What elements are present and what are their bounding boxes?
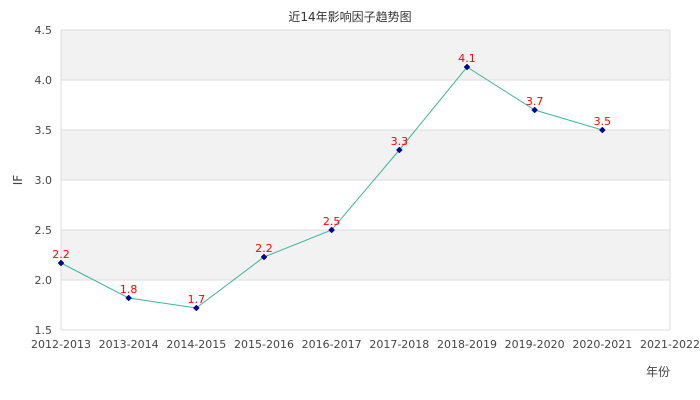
x-tick-label: 2015-2016 [234,338,294,351]
data-point-marker [260,253,268,261]
data-point-marker [328,226,336,234]
x-tick-label: 2020-2021 [572,338,632,351]
x-tick-label: 2012-2013 [31,338,91,351]
data-label: 2.5 [323,215,341,228]
x-tick-label: 2014-2015 [166,338,226,351]
data-label: 2.2 [52,248,70,261]
data-label: 1.8 [120,283,138,296]
x-axis-title: 年份 [646,365,670,379]
y-tick-label: 3.0 [35,174,53,187]
y-tick-label: 2.5 [35,224,53,237]
data-point-marker [531,106,539,114]
data-point-marker [57,259,65,267]
y-tick-label: 3.5 [35,124,53,137]
y-tick-label: 1.5 [35,324,53,337]
data-point-marker [598,126,606,134]
data-label: 1.7 [188,293,206,306]
y-axis-title: IF [11,175,25,186]
data-label: 4.1 [458,52,476,65]
plot-band [61,180,670,230]
plot-band [61,130,670,180]
x-tick-label: 2016-2017 [302,338,362,351]
data-label: 3.5 [594,115,612,128]
x-tick-label: 2021-2022 [640,338,700,351]
y-tick-label: 4.5 [35,24,53,37]
x-tick-label: 2013-2014 [99,338,159,351]
data-point-marker [192,304,200,312]
x-tick-label: 2018-2019 [437,338,497,351]
plot-band [61,30,670,80]
y-tick-label: 2.0 [35,274,53,287]
x-tick-label: 2019-2020 [505,338,565,351]
plot-band [61,80,670,130]
chart-title: 近14年影响因子趋势图 [288,10,412,24]
data-label: 2.2 [255,242,273,255]
data-label: 3.3 [391,135,409,148]
x-tick-label: 2017-2018 [369,338,429,351]
data-point-marker [463,63,471,71]
plot-band [61,230,670,280]
plot-band [61,280,670,330]
y-tick-label: 4.0 [35,74,53,87]
data-point-marker [125,294,133,302]
data-point-marker [395,146,403,154]
data-label: 3.7 [526,95,544,108]
